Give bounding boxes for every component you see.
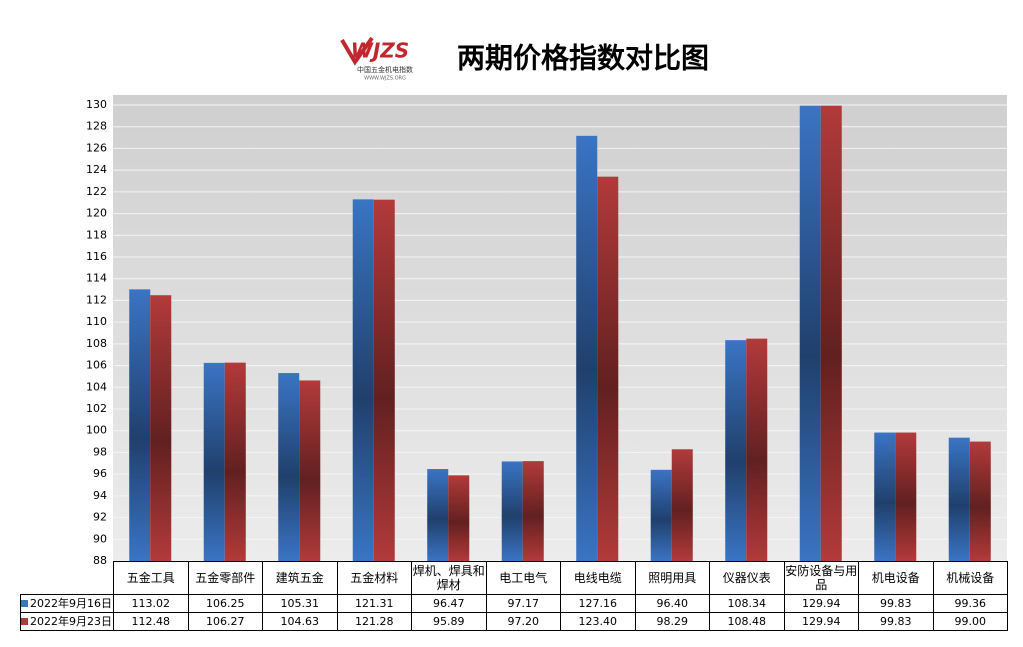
y-tick-label: 104 xyxy=(86,380,107,393)
legend-label: 2022年9月23日 xyxy=(30,614,112,628)
bar-shade xyxy=(969,441,991,561)
bar-shade xyxy=(203,362,225,561)
category-label: 机械设备 xyxy=(932,561,1008,595)
table-value: 99.36 xyxy=(932,594,1008,613)
y-tick-label: 88 xyxy=(93,554,107,567)
legend-cell: 2022年9月23日 xyxy=(20,612,114,631)
table-value: 104.63 xyxy=(262,612,338,631)
logo-url: WWW.WJZS.ORG xyxy=(364,76,406,82)
y-tick-label: 110 xyxy=(86,315,107,328)
y-tick-label: 114 xyxy=(86,272,107,285)
table-value: 99.00 xyxy=(932,612,1008,631)
table-value: 108.48 xyxy=(709,612,785,631)
bar-shade xyxy=(895,432,917,561)
y-tick-label: 118 xyxy=(86,228,107,241)
y-tick-label: 130 xyxy=(86,98,107,111)
bar-shade xyxy=(576,135,598,561)
bar-shade xyxy=(874,432,896,561)
y-tick-label: 96 xyxy=(93,467,107,480)
bar-shade xyxy=(448,475,470,561)
logo-arrow xyxy=(340,36,374,66)
table-value: 121.28 xyxy=(336,612,412,631)
y-tick-label: 108 xyxy=(86,337,107,350)
bar-shade xyxy=(224,362,246,561)
bar-shade xyxy=(427,469,449,561)
y-tick-label: 126 xyxy=(86,141,107,154)
bar-shade xyxy=(650,469,672,561)
table-value: 121.31 xyxy=(336,594,412,613)
table-value: 129.94 xyxy=(783,594,859,613)
bar-shade xyxy=(799,105,821,561)
category-label: 建筑五金 xyxy=(262,561,338,595)
category-label: 仪器仪表 xyxy=(709,561,785,595)
logo-text: 中国五金机电指数 xyxy=(357,65,413,74)
legend-swatch xyxy=(21,618,28,625)
category-label: 五金工具 xyxy=(113,561,189,595)
table-value: 95.89 xyxy=(411,612,487,631)
legend-swatch xyxy=(21,600,28,607)
table-value: 99.83 xyxy=(858,594,934,613)
bar-shade xyxy=(129,289,151,561)
logo: WJZS 中国五金机电指数 WWW.WJZS.ORG xyxy=(340,36,413,82)
bar-shade xyxy=(820,105,842,561)
bar-shade xyxy=(299,380,321,561)
y-tick-label: 116 xyxy=(86,250,107,263)
y-tick-label: 122 xyxy=(86,185,107,198)
y-tick-label: 92 xyxy=(93,511,107,524)
y-tick-label: 106 xyxy=(86,359,107,372)
table-value: 99.83 xyxy=(858,612,934,631)
category-label: 电线电缆 xyxy=(560,561,636,595)
legend-cell: 2022年9月16日 xyxy=(20,594,114,613)
bar-shade xyxy=(373,199,395,561)
table-value: 113.02 xyxy=(113,594,189,613)
bar-shade xyxy=(948,437,970,561)
bar-shade xyxy=(522,461,544,561)
table-value: 112.48 xyxy=(113,612,189,631)
category-label: 机电设备 xyxy=(858,561,934,595)
category-label: 照明用具 xyxy=(634,561,710,595)
bar-shade xyxy=(278,373,300,561)
y-tick-label: 100 xyxy=(86,424,107,437)
category-label: 五金零部件 xyxy=(187,561,263,595)
y-tick-label: 112 xyxy=(86,293,107,306)
y-tick-label: 90 xyxy=(93,532,107,545)
y-tick-label: 94 xyxy=(93,489,107,502)
table-value: 105.31 xyxy=(262,594,338,613)
table-value: 129.94 xyxy=(783,612,859,631)
category-label: 五金材料 xyxy=(336,561,412,595)
y-tick-label: 120 xyxy=(86,207,107,220)
y-tick-label: 98 xyxy=(93,445,107,458)
table-value: 96.47 xyxy=(411,594,487,613)
legend-label: 2022年9月16日 xyxy=(30,596,112,610)
chart-title: 两期价格指数对比图 xyxy=(457,42,709,75)
category-label: 焊机、焊具和焊材 xyxy=(411,561,487,595)
y-tick-label: 124 xyxy=(86,163,107,176)
bar-shade xyxy=(597,176,619,561)
bar-shade xyxy=(150,295,172,561)
table-value: 127.16 xyxy=(560,594,636,613)
table-value: 108.34 xyxy=(709,594,785,613)
bar-shade xyxy=(501,461,523,561)
table-value: 96.40 xyxy=(634,594,710,613)
y-tick-label: 128 xyxy=(86,120,107,133)
table-value: 106.27 xyxy=(187,612,263,631)
bar-shade xyxy=(746,338,768,561)
logo-mark: WJZS xyxy=(351,39,409,63)
table-value: 97.17 xyxy=(485,594,561,613)
table-value: 97.20 xyxy=(485,612,561,631)
bar-shade xyxy=(725,340,747,561)
bar-shade xyxy=(352,199,374,561)
bar-shade xyxy=(671,449,693,561)
table-value: 106.25 xyxy=(187,594,263,613)
category-label: 电工电气 xyxy=(485,561,561,595)
table-value: 98.29 xyxy=(634,612,710,631)
y-tick-label: 102 xyxy=(86,402,107,415)
table-value: 123.40 xyxy=(560,612,636,631)
plot-area xyxy=(113,95,1007,561)
category-label: 安防设备与用品 xyxy=(783,561,859,595)
